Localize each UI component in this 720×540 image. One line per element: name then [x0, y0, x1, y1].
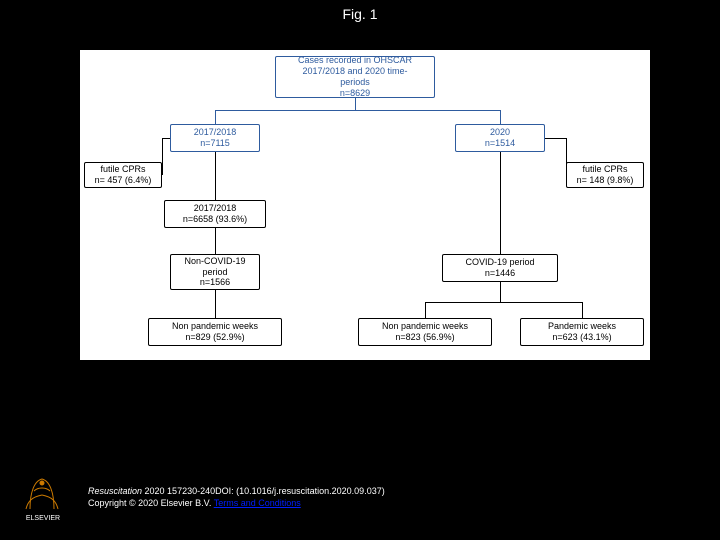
- node-noncov: Non-COVID-19periodn=1566: [170, 254, 260, 290]
- edge: [566, 138, 567, 175]
- edge: [215, 290, 216, 318]
- edge: [500, 152, 501, 254]
- node-pw: Pandemic weeksn=623 (43.1%): [520, 318, 644, 346]
- edge: [162, 138, 163, 175]
- edge: [545, 138, 566, 139]
- node-y2020: 2020n=1514: [455, 124, 545, 152]
- edge: [215, 110, 216, 124]
- node-root: Cases recorded in OHSCAR2017/2018 and 20…: [275, 56, 435, 98]
- edge: [215, 152, 216, 200]
- node-fcprR: futile CPRsn= 148 (9.8%): [566, 162, 644, 188]
- node-fcprL: futile CPRsn= 457 (6.4%): [84, 162, 162, 188]
- journal-name: Resuscitation: [88, 486, 142, 496]
- citation-footer: Resuscitation 2020 157230-240DOI: (10.10…: [88, 485, 385, 510]
- terms-link[interactable]: Terms and Conditions: [214, 498, 301, 508]
- edge: [500, 110, 501, 124]
- node-npL: Non pandemic weeksn=829 (52.9%): [148, 318, 282, 346]
- edge: [500, 282, 501, 302]
- edge: [500, 302, 582, 303]
- edge: [355, 98, 356, 110]
- figure-title: Fig. 1: [0, 0, 720, 22]
- edge: [425, 302, 500, 303]
- edge: [162, 138, 170, 139]
- edge: [425, 302, 426, 318]
- citation-text: 2020 157230-240DOI: (10.1016/j.resuscita…: [142, 486, 385, 496]
- node-y1718: 2017/2018n=7115: [170, 124, 260, 152]
- node-npR: Non pandemic weeksn=823 (56.9%): [358, 318, 492, 346]
- edge: [215, 228, 216, 254]
- node-y1718b: 2017/2018n=6658 (93.6%): [164, 200, 266, 228]
- edge: [582, 302, 583, 318]
- edge: [355, 110, 500, 111]
- node-cov: COVID-19 periodn=1446: [442, 254, 558, 282]
- elsevier-logo: ELSEVIER: [8, 473, 78, 528]
- copyright-text: Copyright © 2020 Elsevier B.V.: [88, 498, 214, 508]
- flowchart-diagram: Cases recorded in OHSCAR2017/2018 and 20…: [80, 50, 650, 360]
- elsevier-logo-text: ELSEVIER: [26, 515, 60, 522]
- edge: [215, 110, 355, 111]
